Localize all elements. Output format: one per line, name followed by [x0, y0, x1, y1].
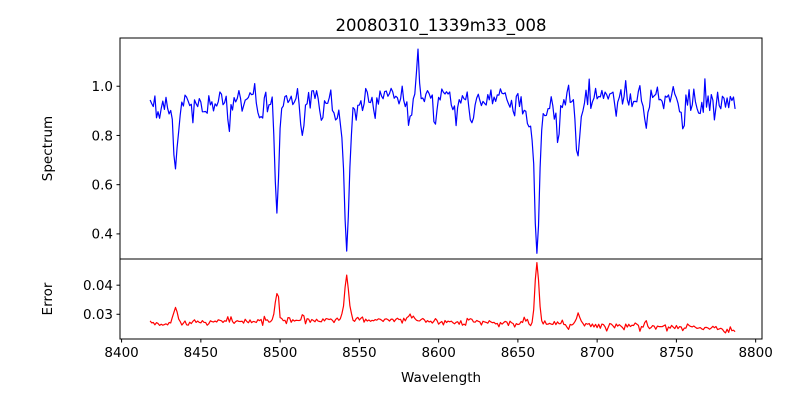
x-tick-label: 8500: [263, 345, 297, 361]
x-tick-label: 8650: [501, 345, 535, 361]
spectrum-line: [149, 48, 736, 254]
chart-title: 20080310_1339m33_008: [335, 16, 546, 36]
panel-spines-error: [119, 258, 763, 340]
x-axis-label: Wavelength: [401, 370, 481, 386]
x-tick-label: 8700: [580, 345, 614, 361]
y-tick-label: 0.4: [92, 227, 113, 243]
y-tick-label: 0.8: [92, 128, 113, 144]
x-tick-label: 8400: [104, 345, 138, 361]
x-tick-label: 8450: [184, 345, 218, 361]
panel-spines-spectrum: [119, 37, 763, 260]
data-layer: [149, 48, 736, 334]
y-tick-label: 0.03: [83, 307, 113, 323]
y-tick-label: 0.04: [83, 278, 113, 294]
error-line: [149, 262, 736, 334]
y-axis-label-spectrum: Spectrum: [40, 116, 56, 181]
x-tick-label: 8550: [342, 345, 376, 361]
x-tick-label: 8750: [659, 345, 693, 361]
x-tick-label: 8800: [738, 345, 772, 361]
x-tick-label: 8600: [421, 345, 455, 361]
y-axis-label-error: Error: [40, 282, 56, 315]
y-tick-label: 0.6: [92, 177, 113, 193]
axes-layer: 1.0 0.8 0.6 0.4 0.04 0.03 8400 8450 8500 8550 8600…: [83, 37, 773, 361]
y-tick-label: 1.0: [92, 79, 113, 95]
